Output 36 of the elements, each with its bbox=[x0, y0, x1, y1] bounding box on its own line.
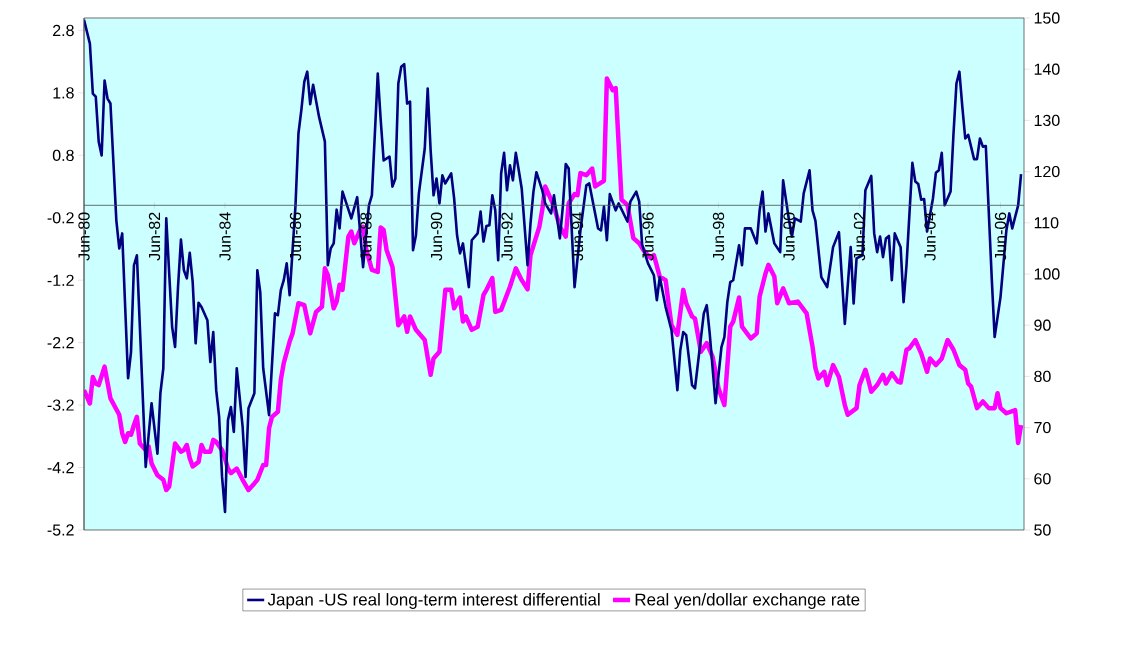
y2-tick-label: 150 bbox=[1034, 12, 1060, 24]
y2-tick-label: 60 bbox=[1034, 473, 1051, 485]
y-tick-label: -0.2 bbox=[47, 212, 74, 224]
legend-label: Japan -US real long-term interest differential bbox=[267, 593, 600, 609]
x-tick-label: Jun-96 bbox=[642, 212, 654, 261]
y2-tick-label: 70 bbox=[1034, 421, 1051, 434]
x-tick-label: Jun-94 bbox=[571, 212, 584, 261]
y2-tick-label: 100 bbox=[1034, 268, 1060, 280]
x-tick-label: Jun-88 bbox=[360, 212, 372, 261]
x-tick-label: Jun-06 bbox=[994, 212, 1007, 261]
x-tick-label: Jun-80 bbox=[78, 212, 90, 261]
x-tick-label: Jun-82 bbox=[148, 212, 161, 261]
y-tick-label: -3.2 bbox=[47, 399, 74, 411]
y2-tick-label: 130 bbox=[1034, 114, 1060, 127]
y2-tick-label: 140 bbox=[1034, 63, 1060, 75]
y-tick-label: 1.8 bbox=[53, 87, 74, 99]
y-tick-label: -2.2 bbox=[47, 337, 74, 349]
x-tick-label: Jun-86 bbox=[289, 212, 302, 261]
x-tick-label: Jun-04 bbox=[924, 212, 936, 261]
x-tick-label: Jun-00 bbox=[783, 212, 795, 261]
y2-tick-label: 50 bbox=[1034, 524, 1051, 536]
x-tick-label: Jun-90 bbox=[430, 212, 443, 261]
y-tick-label: -1.2 bbox=[47, 274, 74, 286]
x-tick-label: Jun-98 bbox=[712, 212, 725, 261]
y-tick-label: 0.8 bbox=[52, 149, 74, 162]
y2-tick-label: 110 bbox=[1034, 217, 1059, 229]
y2-tick-label: 120 bbox=[1034, 165, 1060, 178]
y-tick-label: 2.8 bbox=[53, 24, 74, 37]
y-tick-label: -4.2 bbox=[47, 461, 74, 474]
y2-tick-label: 80 bbox=[1034, 370, 1051, 383]
x-tick-label: Jun-84 bbox=[219, 212, 231, 261]
legend-label: Real yen/dollar exchange rate bbox=[635, 593, 860, 609]
y2-tick-label: 90 bbox=[1034, 319, 1051, 331]
y-tick-label: -5.2 bbox=[47, 524, 74, 536]
x-tick-label: Jun-02 bbox=[853, 212, 866, 261]
x-tick-label: Jun-92 bbox=[501, 212, 513, 261]
